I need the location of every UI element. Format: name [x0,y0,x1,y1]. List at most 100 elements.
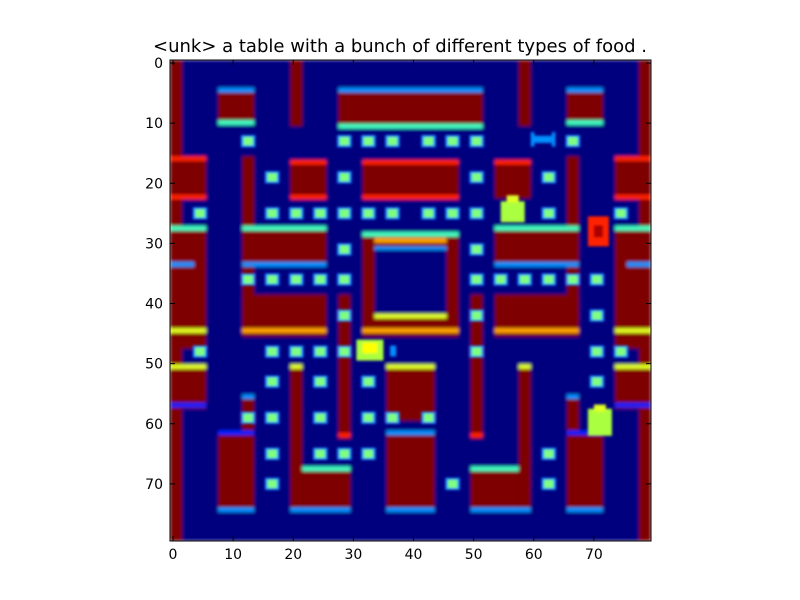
ghost-sprite-blue [533,135,552,143]
x-tick-label: 0 [169,547,178,563]
maze-wall [218,90,255,121]
pellet [363,136,374,146]
pellet [195,347,205,356]
wall-edge [386,507,435,513]
pellet [363,209,374,218]
wall-edge [242,225,327,231]
pellet [471,275,482,284]
wall-edge [338,87,483,93]
wall-edge [518,364,531,370]
pellet [519,275,530,284]
wall-edge [290,194,327,200]
x-tick-label: 10 [224,547,242,563]
ghost-sprite [500,201,525,223]
pellet [195,209,205,218]
pacman-sprite-core [362,342,378,354]
pellet [291,347,302,356]
ghost-sprite-orange [587,408,612,436]
pellet [387,413,398,422]
pellet [267,479,278,489]
y-tick-label: 10 [145,116,163,132]
pellet [315,377,326,386]
wall-edge [374,237,447,243]
pellets [192,135,629,490]
wall-edge [338,123,483,129]
wall-edge [170,156,207,162]
x-tick-label: 50 [465,547,483,563]
x-tick-label: 30 [344,547,362,563]
pellet [363,377,374,386]
pellet [387,136,398,146]
plot-frame [169,59,652,542]
pellet [543,209,554,218]
wall-edge [170,225,207,231]
maze-wall [170,156,207,199]
wall-edge [242,394,255,400]
maze-wall [566,396,579,433]
game-sprites [192,132,629,490]
maze-wall [170,366,207,409]
pellet [471,347,482,356]
y-tick-label: 0 [154,56,163,72]
ghost-sprite-orange-top [593,404,606,412]
pellet [267,377,278,386]
pellet [471,173,482,182]
maze-wall [518,60,531,127]
wall-edge [170,262,195,267]
ghost-sprite-blue-side [551,132,556,147]
maze-wall [614,366,651,409]
pellet [363,413,374,422]
pellet [315,413,326,422]
wall-edge [374,246,447,250]
y-tick-label: 40 [145,297,163,313]
pellet [543,449,554,459]
pellet [267,275,278,284]
wall-edge [290,507,351,513]
maze-wall [470,468,519,511]
wall-edge [170,402,207,408]
pellet [339,275,350,284]
maze-wall [218,432,255,511]
chart-title: <unk> a table with a bunch of different … [153,36,647,57]
pellet [243,136,253,146]
wall-edge [566,87,603,93]
x-tick-label: 60 [525,547,543,563]
wall-edge [290,364,303,370]
maze-wall [290,162,327,199]
pellet [339,449,350,459]
wall-edge [218,507,255,513]
y-axis: 0 10 20 30 40 50 60 70 [145,56,651,493]
x-tick-label: 20 [284,547,302,563]
wall-highlight-edges [170,87,651,513]
pellet [243,413,253,422]
pellet [471,311,482,320]
pellet [315,275,326,284]
wall-edge [470,507,531,513]
maze-wall [362,234,375,337]
wall-edge [302,466,351,472]
pellet [616,347,626,356]
y-tick-label: 50 [145,357,163,373]
maze-wall [302,468,351,511]
maze-wall [494,162,531,199]
wall-edge [566,507,603,513]
pellet [267,209,278,218]
y-tick-label: 70 [145,477,163,493]
wall-edge [218,120,255,125]
wall-edge [362,328,459,333]
wall-edge [386,364,435,370]
wall-edge [362,231,459,237]
pellet [471,245,482,254]
pellet [447,479,458,489]
wall-edge [218,430,255,436]
pellet [543,173,554,182]
ghost-sprite-red-core [593,225,603,238]
wall-edge [386,430,435,436]
wall-edge [362,159,459,165]
maze-wall [242,228,327,265]
maze-wall [386,432,435,511]
pacman-trail [390,345,397,357]
wall-edge [362,194,459,200]
maze-wall [566,432,603,511]
ghost-sprite-top [506,195,519,203]
